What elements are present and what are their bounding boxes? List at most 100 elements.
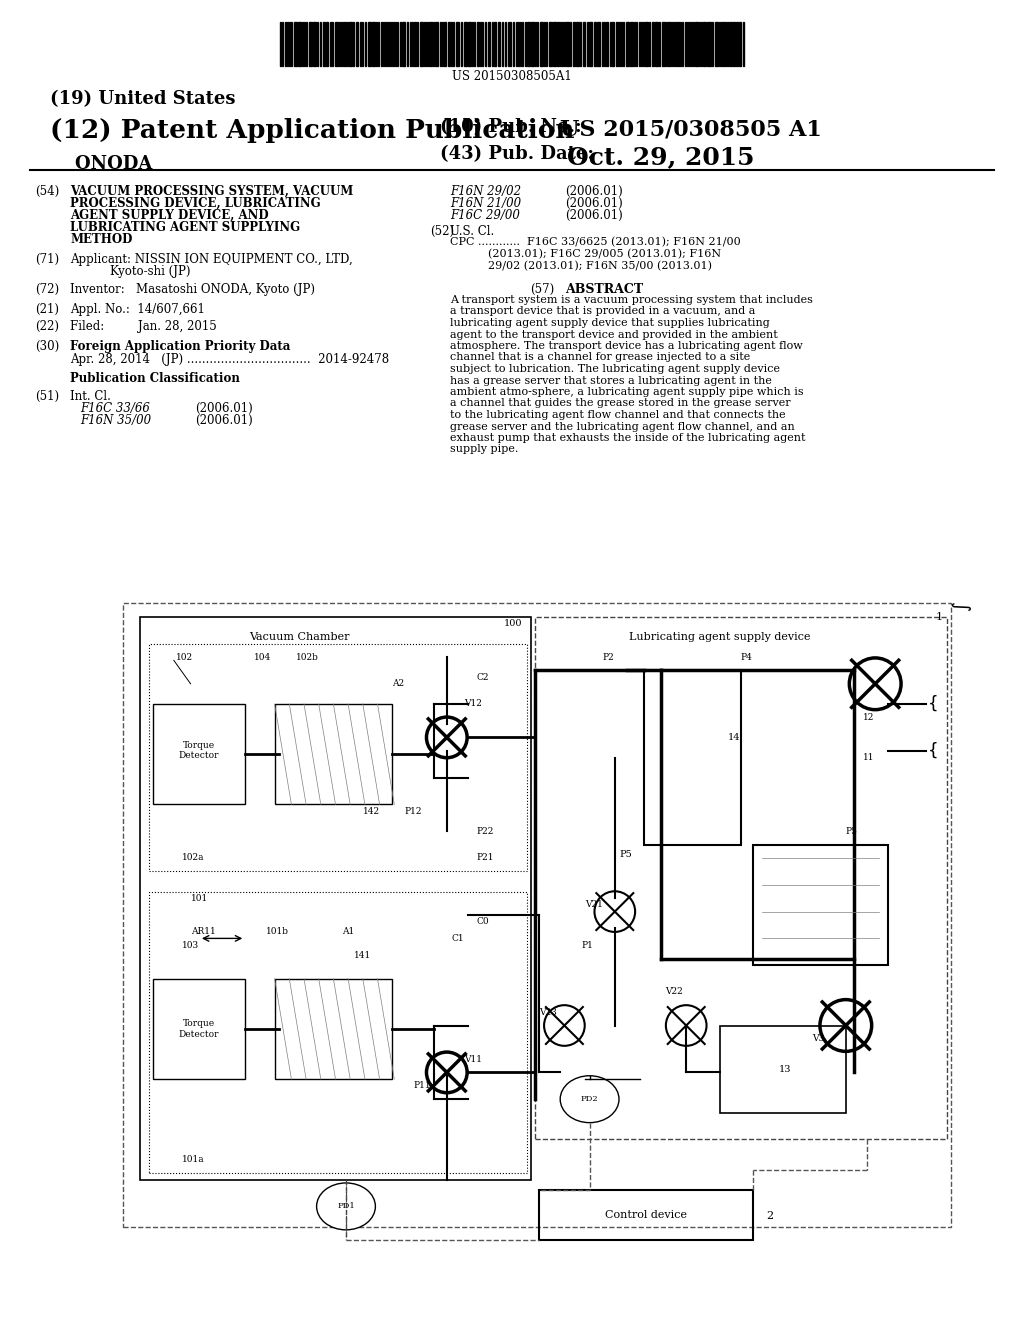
Text: Applicant: NISSIN ION EQUIPMENT CO., LTD,: Applicant: NISSIN ION EQUIPMENT CO., LTD… — [70, 253, 352, 267]
Bar — [630, 22, 633, 66]
Text: channel that is a channel for grease injected to a site: channel that is a channel for grease inj… — [450, 352, 751, 363]
Bar — [414, 22, 416, 66]
Text: 11: 11 — [862, 752, 874, 762]
Bar — [708, 22, 711, 66]
Text: 13: 13 — [778, 1064, 792, 1073]
Bar — [456, 22, 459, 66]
Text: (2006.01): (2006.01) — [565, 209, 623, 222]
Bar — [723, 22, 725, 66]
Bar — [695, 22, 698, 66]
Bar — [733, 22, 735, 66]
Text: to the lubricating agent flow channel and that connects the: to the lubricating agent flow channel an… — [450, 411, 785, 420]
Text: F16C 33/66: F16C 33/66 — [80, 403, 150, 414]
Text: (2006.01): (2006.01) — [195, 403, 253, 414]
Text: Inventor:   Masatoshi ONODA, Kyoto (JP): Inventor: Masatoshi ONODA, Kyoto (JP) — [70, 282, 315, 296]
Text: 100: 100 — [504, 619, 522, 628]
Text: A2: A2 — [392, 680, 404, 688]
Bar — [477, 22, 479, 66]
Text: Publication Classification: Publication Classification — [70, 372, 240, 385]
Bar — [402, 22, 406, 66]
Bar — [335, 22, 337, 66]
Text: F16N 29/02: F16N 29/02 — [450, 185, 521, 198]
Bar — [464, 22, 467, 66]
Bar — [645, 22, 648, 66]
Text: $\int$: $\int$ — [948, 599, 971, 611]
Text: (2006.01): (2006.01) — [195, 414, 253, 426]
Text: US 2015/0308505 A1: US 2015/0308505 A1 — [560, 117, 822, 140]
Text: VACUUM PROCESSING SYSTEM, VACUUM: VACUUM PROCESSING SYSTEM, VACUUM — [70, 185, 353, 198]
Bar — [494, 22, 496, 66]
Text: P4: P4 — [740, 652, 753, 661]
Bar — [368, 22, 371, 66]
Bar — [153, 978, 245, 1078]
Text: 101b: 101b — [266, 927, 289, 936]
Bar — [644, 671, 740, 845]
Text: 102b: 102b — [296, 652, 318, 661]
Text: AGENT SUPPLY DEVICE, AND: AGENT SUPPLY DEVICE, AND — [70, 209, 268, 222]
Text: (22): (22) — [35, 319, 59, 333]
Bar — [652, 22, 654, 66]
Bar — [430, 22, 432, 66]
Text: Lubricating agent supply device: Lubricating agent supply device — [629, 632, 811, 642]
Bar — [668, 22, 670, 66]
Bar — [715, 22, 718, 66]
Text: 14: 14 — [728, 733, 740, 742]
Bar — [153, 704, 245, 804]
Text: (21): (21) — [35, 304, 59, 315]
Bar — [326, 22, 328, 66]
Text: (12) Patent Application Publication: (12) Patent Application Publication — [50, 117, 574, 143]
Bar — [148, 891, 526, 1173]
Text: (30): (30) — [35, 341, 59, 352]
Bar — [531, 22, 534, 66]
Bar — [557, 22, 559, 66]
Bar — [372, 22, 375, 66]
Bar — [344, 22, 346, 66]
Bar — [498, 22, 500, 66]
Text: P5: P5 — [846, 826, 858, 836]
Text: (57): (57) — [530, 282, 554, 296]
Bar — [655, 22, 658, 66]
Bar — [754, 845, 888, 965]
Bar — [435, 22, 438, 66]
Text: (2013.01); F16C 29/005 (2013.01); F16N: (2013.01); F16C 29/005 (2013.01); F16N — [488, 249, 721, 259]
Text: AR11: AR11 — [190, 927, 215, 936]
Text: P12: P12 — [404, 807, 422, 816]
Bar — [606, 22, 608, 66]
Text: (10) Pub. No.:: (10) Pub. No.: — [440, 117, 582, 136]
Text: has a grease server that stores a lubricating agent in the: has a grease server that stores a lubric… — [450, 375, 772, 385]
Bar — [313, 22, 316, 66]
Bar — [703, 22, 705, 66]
Bar — [540, 22, 543, 66]
Text: P1: P1 — [582, 941, 593, 949]
Text: (2006.01): (2006.01) — [565, 197, 623, 210]
Bar — [553, 22, 556, 66]
Bar — [148, 644, 526, 871]
Text: a channel that guides the grease stored in the grease server: a channel that guides the grease stored … — [450, 399, 791, 408]
Text: 1: 1 — [935, 611, 942, 622]
Text: atmosphere. The transport device has a lubricating agent flow: atmosphere. The transport device has a l… — [450, 341, 803, 351]
Text: 103: 103 — [182, 941, 200, 949]
Text: 104: 104 — [254, 652, 271, 661]
Text: A1: A1 — [342, 927, 354, 936]
Text: V21: V21 — [586, 900, 603, 909]
Bar — [124, 603, 951, 1226]
Text: F16C 29/00: F16C 29/00 — [450, 209, 520, 222]
Text: LUBRICATING AGENT SUPPLYING: LUBRICATING AGENT SUPPLYING — [70, 220, 300, 234]
Text: exhaust pump that exhausts the inside of the lubricating agent: exhaust pump that exhausts the inside of… — [450, 433, 806, 444]
Bar — [274, 704, 392, 804]
Bar — [349, 22, 352, 66]
Bar — [274, 978, 392, 1078]
Text: P5: P5 — [618, 850, 632, 859]
Ellipse shape — [560, 1076, 618, 1122]
Text: 29/02 (2013.01); F16N 35/00 (2013.01): 29/02 (2013.01); F16N 35/00 (2013.01) — [488, 261, 712, 272]
Bar — [662, 22, 665, 66]
Bar — [612, 22, 614, 66]
Text: lubricating agent supply device that supplies lubricating: lubricating agent supply device that sup… — [450, 318, 770, 327]
Bar — [677, 22, 679, 66]
Bar — [739, 22, 741, 66]
Bar — [420, 22, 423, 66]
Text: V22: V22 — [666, 987, 683, 997]
Bar — [468, 22, 471, 66]
Bar — [626, 22, 629, 66]
Text: agent to the transport device and provided in the ambient: agent to the transport device and provid… — [450, 330, 778, 339]
